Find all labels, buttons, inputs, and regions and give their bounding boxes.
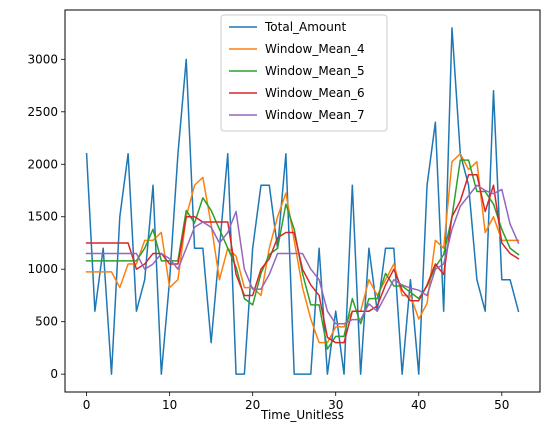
x-tick-label: 0 <box>83 398 91 412</box>
legend-entry: Total_Amount <box>264 20 346 34</box>
legend-entry: Window_Mean_5 <box>265 64 365 78</box>
legend: Total_Amount Window_Mean_4 Window_Mean_5 Wi… <box>220 14 388 132</box>
y-tick-label: 1500 <box>27 210 58 224</box>
series-line-window-mean-7 <box>85 184 520 325</box>
x-tick-label: 20 <box>245 398 260 412</box>
series-line-window-mean-4 <box>85 153 520 344</box>
y-tick-label: 2500 <box>27 105 58 119</box>
series-line-window-mean-5 <box>85 159 520 350</box>
y-tick-label: 2000 <box>27 157 58 171</box>
x-tick-label: 10 <box>162 398 177 412</box>
x-tick-label: 40 <box>411 398 426 412</box>
legend-entry: Window_Mean_7 <box>265 108 365 122</box>
plot-frame <box>64 9 541 393</box>
x-tick-label: 30 <box>328 398 343 412</box>
legend-entry: Window_Mean_6 <box>265 86 365 100</box>
x-axis-ticks: 0 10 20 30 40 50 <box>83 392 509 412</box>
legend-box <box>220 14 388 132</box>
y-tick-label: 3000 <box>27 52 58 66</box>
y-tick-label: 1000 <box>27 262 58 276</box>
series-layer <box>85 27 520 375</box>
x-axis-label: Time_Unitless <box>260 408 344 422</box>
y-tick-label: 500 <box>35 315 58 329</box>
legend-entry: Window_Mean_4 <box>265 42 365 56</box>
y-tick-label: 0 <box>50 367 58 381</box>
x-tick-label: 50 <box>494 398 509 412</box>
y-axis-ticks: 0 500 1000 1500 2000 2500 3000 <box>27 52 65 381</box>
